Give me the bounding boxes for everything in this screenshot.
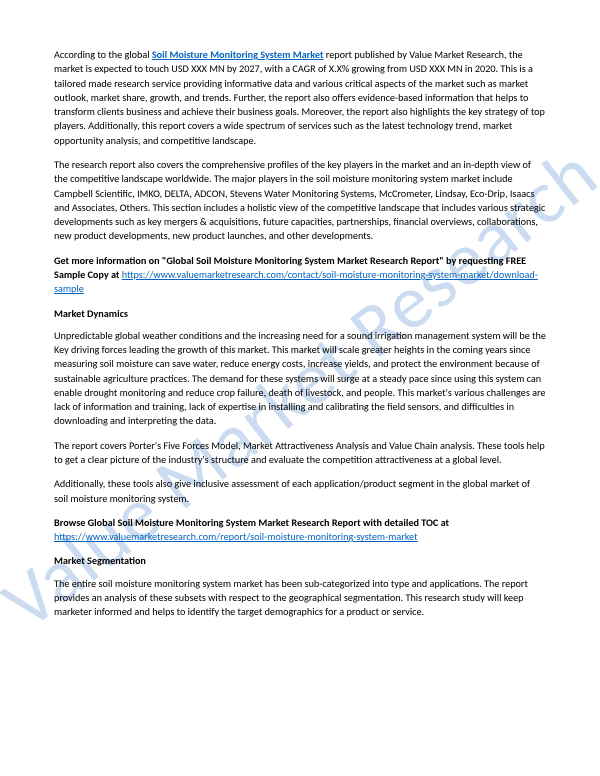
- browse-cta-text: Browse Global Soil Moisture Monitoring S…: [54, 516, 449, 529]
- heading-market-segmentation: Market Segmentation: [54, 554, 546, 568]
- paragraph-players: The research report also covers the comp…: [54, 158, 546, 244]
- intro-text-post: report published by Value Market Researc…: [54, 48, 545, 147]
- intro-text-pre: According to the global: [54, 48, 152, 61]
- sample-download-link[interactable]: https://www.valuemarketresearch.com/cont…: [54, 268, 538, 295]
- market-title-link[interactable]: Soil Moisture Monitoring System Market: [152, 48, 324, 61]
- paragraph-segmentation: The entire soil moisture monitoring syst…: [54, 577, 546, 620]
- paragraph-tools: The report covers Porter's Five Forces M…: [54, 439, 546, 468]
- paragraph-assessment: Additionally, these tools also give incl…: [54, 477, 546, 506]
- paragraph-sample-cta: Get more information on "Global Soil Moi…: [54, 254, 546, 297]
- paragraph-dynamics: Unpredictable global weather conditions …: [54, 329, 546, 429]
- report-browse-link[interactable]: https://www.valuemarketresearch.com/repo…: [54, 530, 418, 543]
- document-body: According to the global Soil Moisture Mo…: [54, 48, 546, 620]
- heading-market-dynamics: Market Dynamics: [54, 307, 546, 321]
- paragraph-intro: According to the global Soil Moisture Mo…: [54, 48, 546, 148]
- paragraph-browse-cta: Browse Global Soil Moisture Monitoring S…: [54, 516, 546, 545]
